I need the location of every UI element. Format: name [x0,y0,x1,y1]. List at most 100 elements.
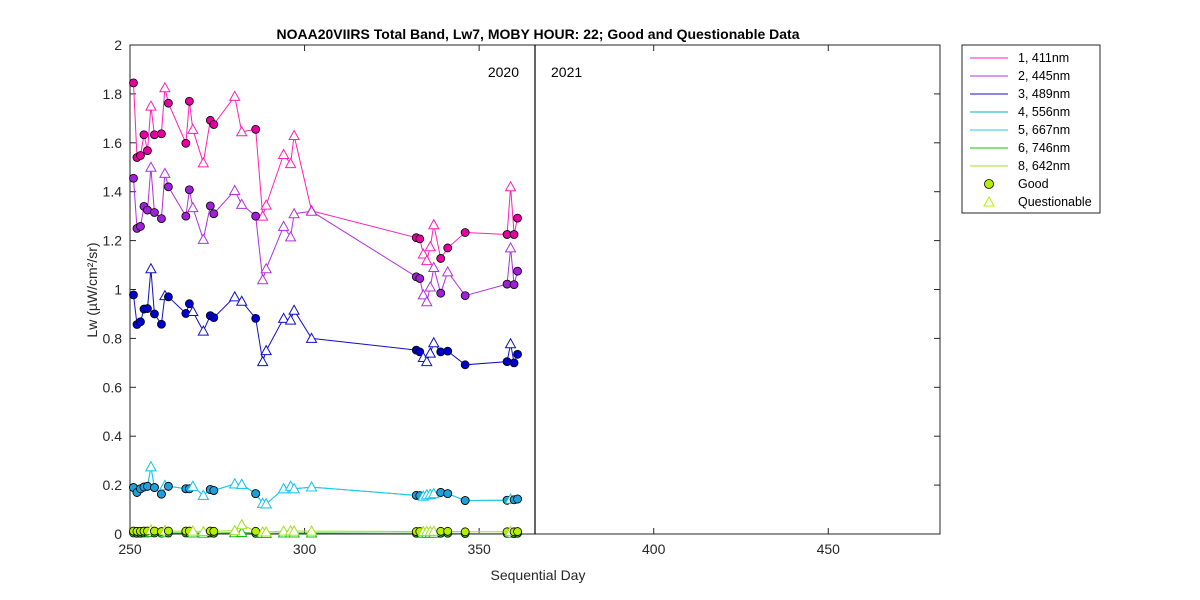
year-label: 2020 [488,64,519,80]
series-layer [129,78,522,539]
good-point [513,527,522,536]
good-point [509,358,519,368]
questionable-point [159,167,171,178]
questionable-point [288,207,300,219]
questionable-point [197,525,210,537]
good-point [443,243,453,253]
good-point [251,526,261,536]
questionable-point [288,129,300,140]
legend: 1, 411nm 2, 445nm 3, 489nm 4, 556nm 5, 667nm… [961,44,1101,214]
good-point [436,288,446,298]
good-point [460,496,470,505]
questionable-point [284,230,297,242]
questionable-point [504,180,517,192]
questionable-point [277,220,290,231]
questionable-point [420,355,433,367]
series-0 [129,78,522,266]
good-point [509,280,519,290]
good-point [251,489,261,499]
questionable-point [186,480,199,491]
questionable-point [186,123,199,134]
questionable-point [228,524,241,536]
questionable-point [417,248,430,259]
questionable-point [228,477,241,489]
x-tick-label: 450 [817,541,841,557]
questionable-point [420,254,433,266]
good-point [415,234,425,244]
good-point [209,313,219,323]
questionable-point [145,460,157,472]
questionable-point [284,314,297,325]
questionable-point [427,487,440,499]
good-point [164,292,173,302]
x-tick-label: 250 [118,541,142,557]
y-tick-label: 0.2 [103,477,123,493]
legend-questionable-marker [983,195,995,207]
y-tick-label: 1 [114,282,122,298]
questionable-point [197,325,210,336]
series-6 [129,518,522,537]
questionable-point [420,295,433,307]
good-point [184,299,194,309]
good-point [150,483,159,492]
good-point [143,146,152,156]
questionable-point [235,295,248,306]
questionable-point [277,148,290,160]
legend-label: 2, 445nm [1018,69,1070,83]
questionable-point [235,198,248,209]
questionable-point [159,81,171,93]
questionable-point [228,184,241,195]
questionable-point [256,355,269,367]
good-point [209,486,219,495]
x-tick-label: 300 [293,541,317,557]
questionable-point [424,347,437,358]
good-point [150,208,159,217]
good-point [513,213,522,223]
y-tick-label: 2 [114,37,122,53]
legend-label: 8, 642nm [1018,159,1070,173]
good-point [129,173,138,183]
good-point [460,228,470,237]
legend-label: Good [1018,177,1049,191]
good-point [157,489,166,499]
y-tick-label: 0.4 [103,428,123,444]
questionable-point [288,304,300,315]
legend-label: 4, 556nm [1018,105,1070,119]
good-point [184,185,194,195]
questionable-point [186,305,199,317]
good-point [443,489,453,499]
questionable-point [277,312,290,323]
questionable-point [424,281,437,292]
series-4 [129,460,522,509]
y-tick-label: 0.8 [103,330,123,346]
good-point [460,360,470,370]
questionable-point [235,518,248,530]
good-point [164,481,173,491]
chart-title: NOAA20VIIRS Total Band, Lw7, MOBY HOUR: … [277,26,800,42]
good-point [209,209,219,219]
y-tick-label: 1.4 [103,184,123,200]
y-tick-label: 0 [114,526,122,542]
questionable-point [504,241,517,253]
questionable-point [305,481,318,492]
questionable-point [145,100,157,111]
good-point [513,494,522,504]
good-point [164,98,173,108]
legend-label: 6, 746nm [1018,141,1070,155]
good-point [415,274,425,283]
legend-good-marker [984,179,994,189]
questionable-point [228,90,241,101]
series-2 [129,262,522,370]
good-point [129,290,138,300]
good-point [460,291,470,301]
questionable-point [145,262,157,274]
good-point [436,254,446,263]
good-point [164,526,173,536]
y-tick-label: 1.2 [103,233,123,249]
questionable-point [441,265,454,277]
legend-label: 5, 667nm [1018,123,1070,137]
questionable-point [197,489,210,500]
questionable-point [277,525,290,536]
good-point [136,222,145,231]
good-point [460,527,470,537]
